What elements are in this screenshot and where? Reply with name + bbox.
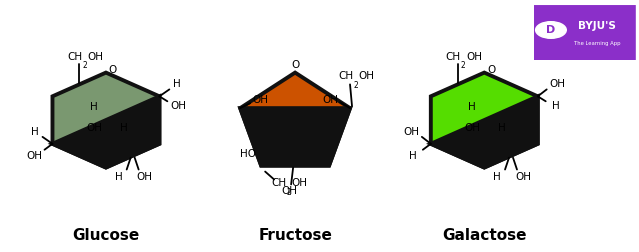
Text: OH: OH — [281, 186, 297, 196]
Polygon shape — [431, 73, 538, 168]
Text: OH: OH — [465, 123, 481, 133]
Text: O: O — [109, 65, 117, 75]
Text: H: H — [468, 102, 476, 112]
Text: H: H — [493, 172, 501, 182]
Text: Fructose: Fructose — [258, 228, 332, 243]
Text: H: H — [115, 172, 123, 182]
Text: OH: OH — [358, 72, 374, 81]
Polygon shape — [52, 73, 159, 168]
Text: Glucose: Glucose — [72, 228, 139, 243]
Text: 2: 2 — [286, 188, 291, 197]
Text: H: H — [120, 123, 128, 133]
Text: CH: CH — [67, 52, 82, 62]
Text: CH: CH — [445, 52, 461, 62]
Polygon shape — [52, 96, 159, 168]
Text: H: H — [31, 127, 38, 137]
Text: H: H — [90, 102, 98, 112]
Text: OH: OH — [322, 95, 338, 105]
Text: O: O — [291, 60, 299, 70]
Text: H: H — [498, 123, 506, 133]
Text: OH: OH — [252, 95, 268, 105]
Text: CH: CH — [271, 178, 286, 188]
Polygon shape — [431, 96, 538, 168]
Text: HO: HO — [240, 149, 256, 159]
Text: BYJU'S: BYJU'S — [578, 21, 616, 31]
Text: OH: OH — [291, 178, 307, 188]
Text: OH: OH — [466, 52, 482, 62]
Text: OH: OH — [88, 52, 104, 62]
Text: CH: CH — [338, 72, 353, 81]
Text: D: D — [546, 25, 555, 35]
Text: OH: OH — [171, 101, 187, 111]
Text: OH: OH — [550, 79, 566, 89]
Text: O: O — [487, 65, 495, 75]
Text: The Learning App: The Learning App — [574, 41, 620, 46]
Circle shape — [535, 22, 566, 38]
Text: H: H — [173, 79, 181, 89]
Text: OH: OH — [403, 127, 419, 137]
FancyBboxPatch shape — [534, 5, 636, 60]
Text: OH: OH — [27, 151, 43, 161]
Text: H: H — [552, 101, 560, 111]
Polygon shape — [240, 108, 350, 166]
Text: OH: OH — [86, 123, 102, 133]
Text: 2: 2 — [353, 81, 358, 90]
Text: 2: 2 — [82, 61, 87, 70]
Text: Galactose: Galactose — [442, 228, 527, 243]
Text: H: H — [409, 151, 417, 161]
Text: 2: 2 — [461, 61, 465, 70]
Text: OH: OH — [515, 172, 531, 182]
Text: OH: OH — [137, 172, 153, 182]
Polygon shape — [240, 73, 350, 166]
